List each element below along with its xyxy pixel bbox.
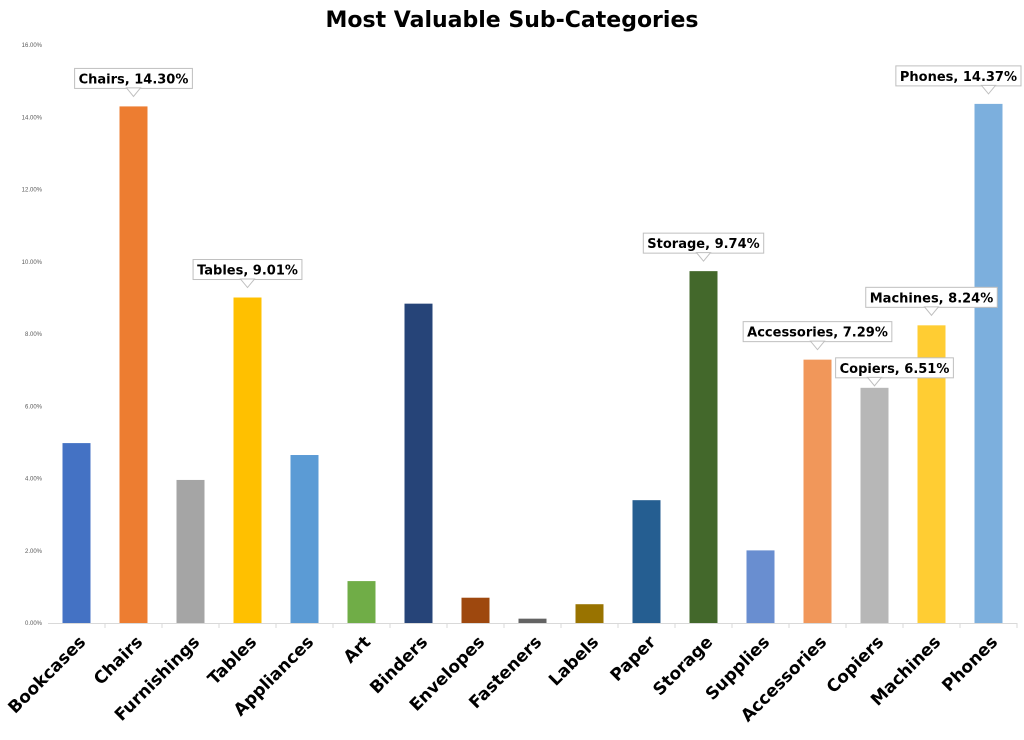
- y-tick-label: 10.00%: [22, 260, 43, 266]
- x-tick-label: Chairs: [90, 632, 147, 689]
- data-label-box: [835, 357, 954, 379]
- bars: [62, 103, 1003, 624]
- data-label-callout: Chairs, 14.30%: [74, 67, 193, 98]
- x-tick-label: Labels: [545, 632, 603, 690]
- bar-tables: [233, 297, 262, 623]
- data-label-pointer: [239, 278, 256, 289]
- data-label-box: [895, 65, 1022, 87]
- bar-binders: [404, 303, 433, 623]
- data-label-text: Chairs, 14.30%: [79, 72, 189, 87]
- bar-phones: [974, 103, 1003, 624]
- y-tick-label: 0.00%: [25, 621, 43, 627]
- bar-paper: [632, 500, 661, 623]
- y-tick-label: 16.00%: [22, 43, 43, 49]
- data-label-pointer: [695, 252, 712, 262]
- y-tick-label: 6.00%: [25, 404, 43, 410]
- y-axis: 0.00% 2.00% 4.00% 6.00% 8.00% 10.00% 12.00% 14.…: [22, 43, 43, 627]
- data-label-text: Machines, 8.24%: [870, 291, 994, 306]
- data-label-callout: Storage, 9.74%: [642, 232, 765, 262]
- data-label-pointer: [809, 340, 826, 351]
- x-tick-label: Bookcases: [5, 632, 91, 718]
- data-label-pointer: [980, 84, 997, 95]
- bar-storage: [689, 271, 718, 623]
- data-label-text: Accessories, 7.29%: [747, 326, 888, 341]
- bar-appliances: [290, 455, 319, 623]
- data-label-pointer: [125, 87, 142, 98]
- data-label-text: Phones, 14.37%: [900, 70, 1017, 85]
- bar-supplies: [746, 550, 775, 623]
- bar-envelopes: [461, 597, 490, 623]
- chart-title: Most Valuable Sub-Categories: [325, 8, 699, 33]
- y-tick-label: 12.00%: [22, 188, 43, 194]
- data-label-callout: Accessories, 7.29%: [742, 321, 893, 351]
- x-tick-label: Tables: [204, 632, 261, 689]
- data-label-text: Storage, 9.74%: [647, 237, 759, 252]
- data-label-pointer: [923, 306, 940, 317]
- bar-art: [347, 581, 376, 623]
- y-tick-label: 4.00%: [25, 477, 43, 483]
- y-tick-label: 8.00%: [25, 332, 43, 338]
- y-tick-label: 2.00%: [25, 549, 43, 555]
- data-label-callout: Phones, 14.37%: [895, 65, 1022, 95]
- y-tick-label: 14.00%: [22, 115, 43, 121]
- x-tick-label: Phones: [938, 632, 1002, 696]
- data-label-text: Copiers, 6.51%: [840, 362, 950, 377]
- bar-chairs: [119, 106, 148, 624]
- data-label-text: Tables, 9.01%: [197, 264, 298, 279]
- data-label-callout: Machines, 8.24%: [865, 286, 998, 317]
- bar-fasteners: [518, 618, 547, 623]
- bar-accessories: [803, 359, 832, 623]
- x-tick-label: Art: [340, 632, 375, 667]
- bar-furnishings: [176, 479, 205, 623]
- bar-copiers: [860, 387, 889, 623]
- data-label-callout: Copiers, 6.51%: [835, 357, 954, 387]
- bar-labels: [575, 604, 604, 623]
- x-tick-label: Paper: [607, 632, 661, 686]
- bar-bookcases: [62, 443, 91, 623]
- data-label-callout: Tables, 9.01%: [192, 259, 303, 289]
- data-labels: Chairs, 14.30% Tables, 9.01% Storage, 9.74…: [74, 65, 1022, 387]
- data-label-pointer: [866, 376, 883, 387]
